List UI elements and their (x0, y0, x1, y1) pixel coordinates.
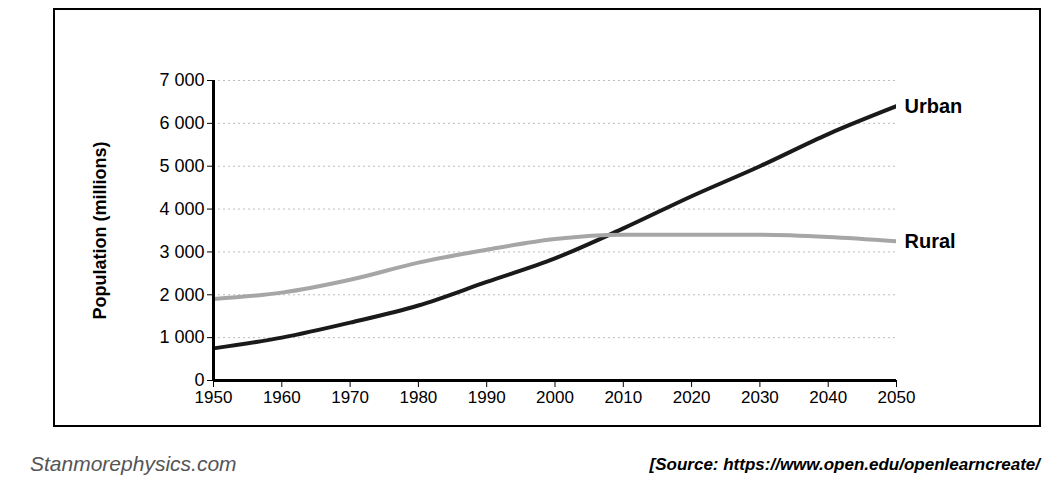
svg-text:1980: 1980 (399, 388, 437, 407)
svg-text:Rural: Rural (905, 230, 956, 252)
svg-text:1970: 1970 (331, 388, 369, 407)
svg-text:1950: 1950 (195, 388, 233, 407)
svg-text:0: 0 (194, 370, 204, 390)
html-text:Stanmorephysics.com: Stanmorephysics.com (30, 452, 237, 475)
svg-text:2020: 2020 (673, 388, 711, 407)
svg-text:2 000: 2 000 (159, 285, 204, 305)
svg-text:2030: 2030 (741, 388, 779, 407)
svg-text:3 000: 3 000 (159, 242, 204, 262)
svg-text:1 000: 1 000 (159, 327, 204, 347)
html-text:[Source: https://www.open.edu/: [Source: https://www.open.edu/openlearnc… (649, 455, 1040, 474)
svg-text:2050: 2050 (878, 388, 916, 407)
svg-text:4 000: 4 000 (159, 199, 204, 219)
svg-text:5 000: 5 000 (159, 156, 204, 176)
svg-text:2000: 2000 (536, 388, 574, 407)
svg-text:7 000: 7 000 (159, 70, 204, 90)
svg-text:Urban: Urban (905, 95, 963, 117)
svg-text:6 000: 6 000 (159, 113, 204, 133)
svg-text:Population (millions): Population (millions) (90, 142, 110, 320)
svg-text:1960: 1960 (263, 388, 301, 407)
svg-text:1990: 1990 (468, 388, 506, 407)
svg-text:2010: 2010 (604, 388, 642, 407)
svg-text:2040: 2040 (809, 388, 847, 407)
